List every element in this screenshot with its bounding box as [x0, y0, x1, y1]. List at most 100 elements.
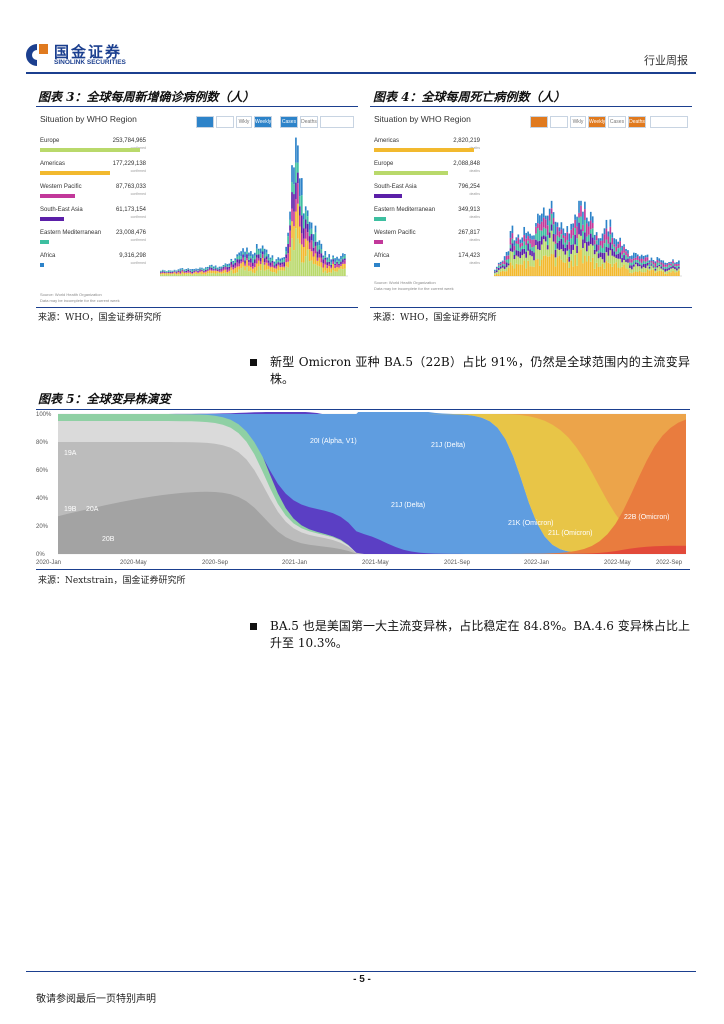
chart-bar-segment: [185, 272, 188, 275]
chart-bar-segment: [289, 219, 291, 226]
trend-button[interactable]: [216, 116, 234, 128]
chart-bar-segment: [304, 228, 307, 239]
cases-toggle[interactable]: Cases: [608, 116, 626, 128]
chart-bar-segment: [554, 266, 557, 276]
region-bar: [374, 194, 403, 198]
chart-bar-segment: [562, 238, 565, 245]
chart-bar-segment: [187, 268, 190, 269]
chart-bar-segment: [226, 266, 229, 268]
chart-bar-segment: [668, 271, 670, 276]
region-row[interactable]: Western Pacific 267,817 deaths: [374, 230, 484, 252]
chart-bar-segment: [603, 262, 606, 269]
x-tick: 2022-Jan: [524, 560, 550, 566]
chart-bar-segment: [593, 254, 596, 269]
daily-toggle[interactable]: Wkly: [236, 116, 252, 128]
region-row[interactable]: Americas 2,820,219 deaths: [374, 138, 484, 160]
chart-bar-segment: [271, 272, 274, 276]
bullet-square-icon: [250, 359, 257, 366]
chart-bar-segment: [295, 228, 297, 276]
chart-bar-segment: [285, 266, 287, 276]
region-row[interactable]: Africa 9,316,298 confirmed: [40, 253, 150, 275]
chart-bar-segment: [599, 256, 602, 267]
chart-bar-segment: [642, 263, 645, 267]
chart-bar-segment: [236, 256, 239, 260]
chart-bar-segment: [533, 246, 535, 253]
chart-bar-segment: [167, 270, 170, 273]
chart-bar-segment: [540, 213, 543, 222]
chart-bar-segment: [625, 248, 627, 252]
deaths-toggle[interactable]: Deaths: [300, 116, 318, 128]
chart-bar-segment: [273, 261, 276, 264]
weekly-toggle[interactable]: Weekly: [588, 116, 606, 128]
deaths-toggle[interactable]: Deaths: [628, 116, 646, 128]
weekly-toggle[interactable]: Weekly: [254, 116, 272, 128]
chart-bar-segment: [619, 268, 621, 276]
cases-toggle[interactable]: Cases: [280, 116, 298, 128]
region-bar: [374, 217, 387, 221]
chart-bar-segment: [257, 250, 260, 255]
chart-bar-segment: [316, 257, 319, 261]
region-select[interactable]: [320, 116, 354, 128]
chart-bar-segment: [656, 260, 659, 263]
region-row[interactable]: Americas 177,229,138 confirmed: [40, 161, 150, 183]
chart-bar-segment: [334, 261, 336, 264]
chart-bar-segment: [289, 211, 291, 220]
x-tick: 2020-Sep: [202, 560, 229, 566]
chart-bar-segment: [589, 220, 592, 230]
chart-bar-segment: [252, 268, 254, 273]
chart-type-button[interactable]: [530, 116, 548, 128]
region-row[interactable]: Eastern Mediterranean 23,008,476 confirmed: [40, 230, 150, 252]
chart-bar-segment: [193, 271, 195, 273]
chart-bar-segment: [255, 254, 258, 258]
chart-bar-segment: [523, 241, 526, 249]
daily-toggle[interactable]: Wkly: [570, 116, 586, 128]
region-row[interactable]: Africa 174,423 deaths: [374, 253, 484, 275]
chart-bar-segment: [595, 244, 598, 252]
chart-bar-segment: [163, 271, 166, 273]
chart-bar-segment: [244, 265, 246, 271]
chart-bar-segment: [660, 268, 663, 271]
region-row[interactable]: South-East Asia 61,173,154 confirmed: [40, 207, 150, 229]
chart-bar-segment: [189, 270, 192, 272]
region-row[interactable]: Eastern Mediterranean 349,913 deaths: [374, 207, 484, 229]
chart-bar-segment: [644, 272, 647, 276]
chart-bar-segment: [167, 270, 170, 271]
chart-bar-segment: [580, 249, 582, 276]
chart-bar-segment: [599, 240, 602, 246]
chart-bar-segment: [586, 261, 588, 276]
chart-bar-segment: [503, 268, 506, 272]
chart-bar-segment: [318, 249, 321, 255]
region-name: Africa: [374, 253, 390, 259]
chart-bar-segment: [613, 256, 616, 264]
chart-bar-segment: [210, 266, 213, 268]
chart-bar-segment: [328, 263, 331, 266]
region-row[interactable]: Western Pacific 87,763,033 confirmed: [40, 184, 150, 206]
chart-bar-segment: [576, 226, 578, 239]
chart-bar-segment: [638, 256, 641, 259]
chart-bar-segment: [662, 263, 665, 267]
chart-bar-segment: [550, 253, 553, 276]
chart-bar-segment: [228, 266, 231, 269]
trend-button[interactable]: [550, 116, 568, 128]
chart-bar-segment: [619, 252, 621, 259]
region-row[interactable]: South-East Asia 796,254 deaths: [374, 184, 484, 206]
chart-bar-segment: [208, 265, 211, 268]
region-row[interactable]: Europe 2,088,848 deaths: [374, 161, 484, 183]
chart-bar-segment: [662, 266, 665, 269]
chart-bar-segment: [589, 261, 592, 276]
chart-bar-segment: [511, 251, 514, 266]
chart-bar-segment: [586, 223, 588, 237]
chart-bar-segment: [636, 256, 639, 260]
chart-bar-segment: [208, 273, 211, 276]
chart-bar-segment: [310, 228, 313, 235]
chart-bar-segment: [560, 248, 563, 260]
chart-bar-segment: [279, 258, 282, 262]
chart-type-button[interactable]: [196, 116, 214, 128]
chart-bar-segment: [613, 238, 616, 245]
region-select[interactable]: [650, 116, 688, 128]
chart-bar-segment: [160, 271, 162, 273]
chart-bar-segment: [662, 260, 665, 264]
chart-bar-segment: [206, 269, 209, 271]
chart-bar-segment: [574, 219, 576, 229]
